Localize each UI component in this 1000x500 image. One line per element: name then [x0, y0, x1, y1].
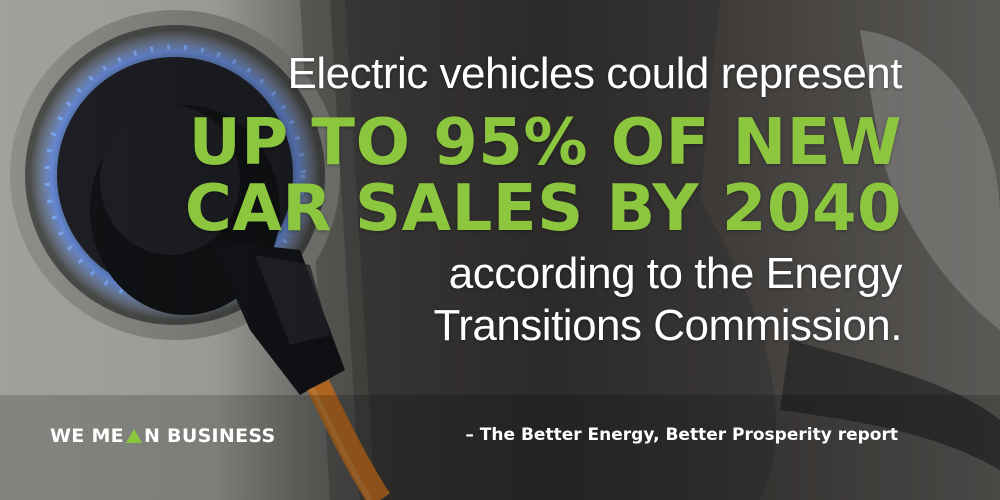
logo-text-start: WE ME: [50, 425, 124, 447]
headline-highlight-line-2: CAR SALES BY 2040: [184, 172, 902, 246]
headline-source-line-2: Transitions Commission.: [433, 301, 902, 350]
headline-block: Electric vehicles could represent UP TO …: [185, 48, 903, 352]
headline-highlight: UP TO 95% OF NEW CAR SALES BY 2040: [185, 110, 902, 242]
headline-highlight-line-1: UP TO 95% OF NEW: [188, 106, 902, 180]
report-attribution: – The Better Energy, Better Prosperity r…: [465, 425, 898, 445]
headline-source-line-1: according to the Energy: [448, 249, 903, 298]
logo-triangle-icon: [125, 429, 142, 443]
headline-intro: Electric vehicles could represent: [287, 49, 903, 98]
we-mean-business-logo: WE ME N BUSINESS: [50, 424, 276, 448]
logo-text-end: N BUSINESS: [143, 425, 276, 447]
